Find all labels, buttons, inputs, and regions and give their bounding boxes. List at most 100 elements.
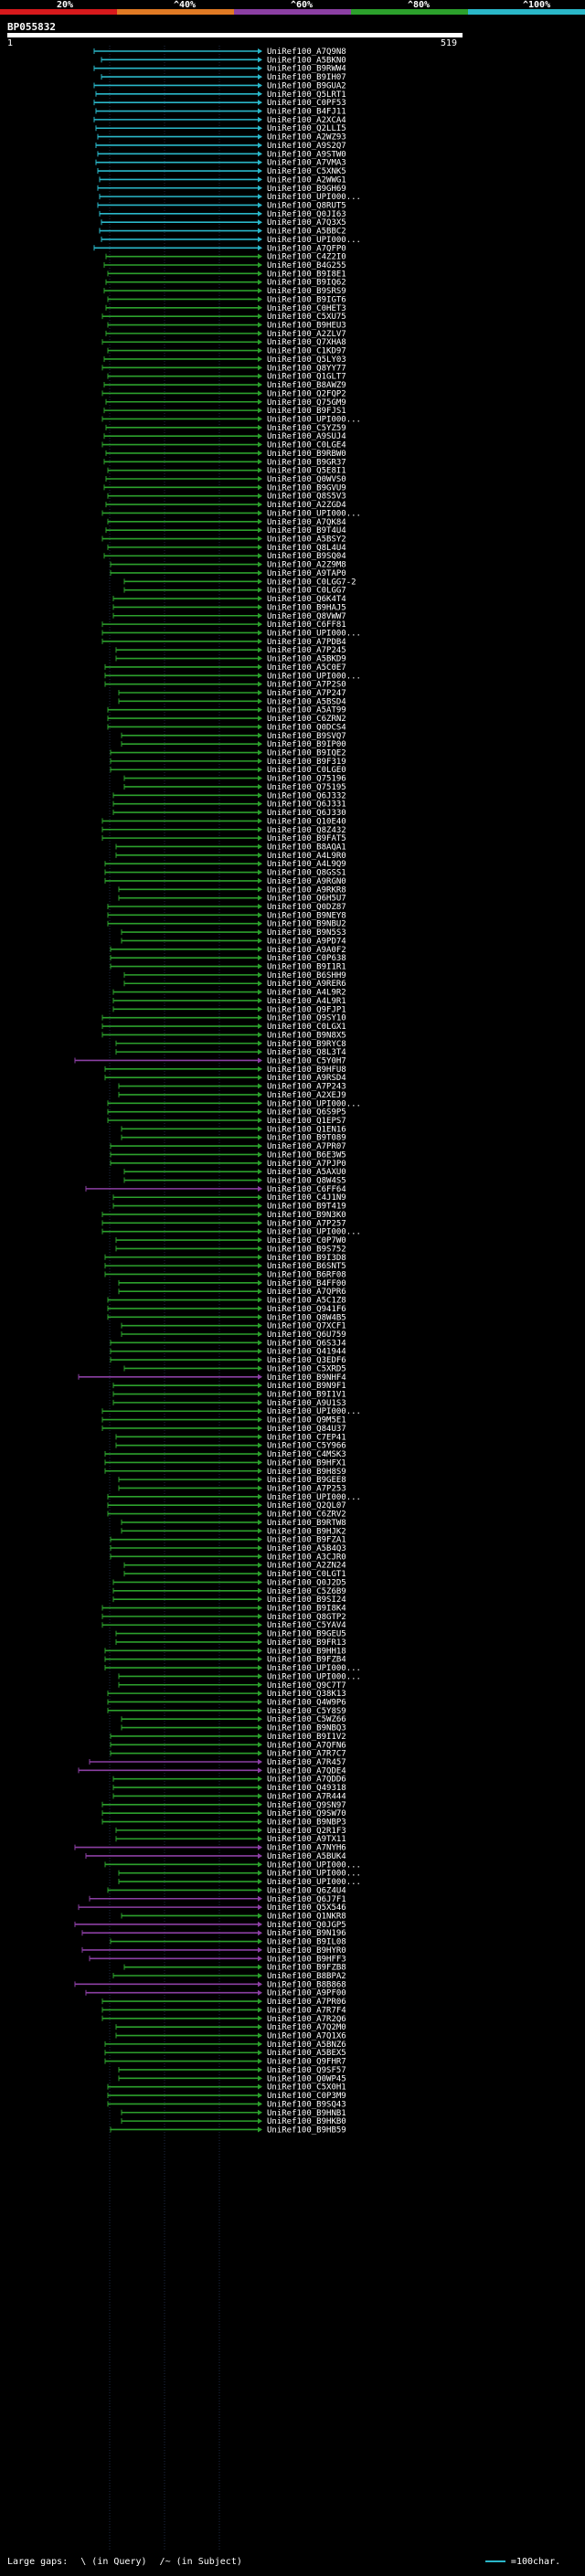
hit-label[interactable]: UniRef100_Q6J330 [267,809,346,818]
hit-row[interactable]: UniRef100_A9STW0 [97,150,346,159]
hit-label[interactable]: UniRef100_A9STW0 [267,150,346,159]
hit-row[interactable]: UniRef100_B6RF08 [104,1270,346,1279]
hit-row[interactable]: UniRef100_A7QPR6 [118,1288,346,1297]
hit-label[interactable]: UniRef100_UPI000... [267,1407,361,1416]
hit-label[interactable]: UniRef100_Q0DZ87 [267,903,346,912]
hit-label[interactable]: UniRef100_Q7XHA8 [267,338,346,347]
hit-label[interactable]: UniRef100_A7P2S0 [267,681,346,690]
hit-row[interactable]: UniRef100_Q5X546 [78,1903,346,1913]
hit-row[interactable]: UniRef100_C5Y0H7 [74,1056,346,1065]
hit-row[interactable]: UniRef100_B9NBU2 [107,920,346,929]
hit-label[interactable]: UniRef100_B9IH07 [267,73,346,82]
hit-label[interactable]: UniRef100_Q41944 [267,1348,346,1357]
hit-label[interactable]: UniRef100_B9FR13 [267,1638,346,1648]
hit-row[interactable]: UniRef100_C0P7W0 [115,1236,346,1246]
hit-row[interactable]: UniRef100_A4L9R2 [112,989,346,998]
hit-row[interactable]: UniRef100_Q6S9P5 [107,1108,346,1118]
hit-label[interactable]: UniRef100_C5WZ66 [267,1715,346,1724]
hit-label[interactable]: UniRef100_A5BBC2 [267,228,346,237]
hit-label[interactable]: UniRef100_B9RBW0 [267,450,346,459]
hit-label[interactable]: UniRef100_Q9FHR7 [267,2058,346,2067]
hit-row[interactable]: UniRef100_A2XEJ9 [118,1091,346,1100]
hit-label[interactable]: UniRef100_A3CJR0 [267,1553,346,1562]
hit-row[interactable]: UniRef100_C0HET3 [105,304,346,313]
hit-row[interactable]: UniRef100_Q8L4U4 [107,544,346,553]
hit-row[interactable]: UniRef100_Q8YY77 [101,364,346,373]
hit-row[interactable]: UniRef100_B9GH69 [97,185,346,194]
hit-row[interactable]: UniRef100_Q0JGP5 [74,1921,346,1930]
hit-row[interactable]: UniRef100_C0P638 [110,954,346,963]
hit-row[interactable]: UniRef100_B9I1V2 [110,1733,346,1742]
hit-row[interactable]: UniRef100_A9RSD4 [104,1074,346,1083]
hit-label[interactable]: UniRef100_UPI000... [267,1664,361,1673]
hit-row[interactable]: UniRef100_C0LGG7-2 [123,578,356,587]
hit-label[interactable]: UniRef100_Q9M5E1 [267,1416,346,1426]
hit-label[interactable]: UniRef100_Q9SY10 [267,1014,346,1023]
hit-row[interactable]: UniRef100_B9SVQ7 [121,732,346,741]
hit-label[interactable]: UniRef100_Q10E40 [267,817,346,826]
hit-row[interactable]: UniRef100_B9I8K4 [101,1605,346,1614]
hit-label[interactable]: UniRef100_A5BSD4 [267,697,346,706]
hit-label[interactable]: UniRef100_Q6K4T4 [267,595,346,604]
hit-label[interactable]: UniRef100_A7P247 [267,689,346,698]
hit-row[interactable]: UniRef100_C6ZRN2 [107,715,346,724]
hit-label[interactable]: UniRef100_Q6U759 [267,1330,346,1340]
hit-row[interactable]: UniRef100_Q0DCS4 [107,723,346,732]
hit-row[interactable]: UniRef100_Q2LLI5 [95,124,346,133]
hit-label[interactable]: UniRef100_A7R7C7 [267,1750,346,1759]
hit-row[interactable]: UniRef100_A2WWG1 [99,175,346,185]
hit-row[interactable]: UniRef100_Q41944 [110,1348,346,1357]
hit-label[interactable]: UniRef100_Q84U37 [267,1425,346,1434]
hit-label[interactable]: UniRef100_B9N9F1 [267,1382,346,1391]
hit-label[interactable]: UniRef100_UPI000... [267,415,361,424]
hit-label[interactable]: UniRef100_A7R444 [267,1792,346,1801]
hit-row[interactable]: UniRef100_UPI000... [118,1672,361,1681]
hit-label[interactable]: UniRef100_Q1EPS7 [267,1117,346,1126]
hit-row[interactable]: UniRef100_A7PDB4 [101,638,346,647]
hit-row[interactable]: UniRef100_A7P245 [115,646,346,655]
hit-row[interactable]: UniRef100_Q8W4B5 [107,1313,346,1322]
hit-row[interactable]: UniRef100_A2ZLV7 [105,330,346,339]
hit-row[interactable]: UniRef100_Q6Z4U4 [107,1886,346,1895]
hit-label[interactable]: UniRef100_B9RWW4 [267,65,346,74]
hit-label[interactable]: UniRef100_C4J1N9 [267,1193,346,1203]
hit-label[interactable]: UniRef100_A2ZN24 [267,1562,346,1571]
hit-row[interactable]: UniRef100_B9N8X5 [101,1031,346,1040]
hit-label[interactable]: UniRef100_B6E3W5 [267,1150,346,1160]
hit-label[interactable]: UniRef100_A7P257 [267,1219,346,1228]
hit-row[interactable]: UniRef100_A2Z9M8 [110,561,346,570]
hit-row[interactable]: UniRef100_A7PR07 [110,1142,346,1151]
hit-label[interactable]: UniRef100_C0LGG7 [267,587,346,596]
hit-row[interactable]: UniRef100_B6E3W5 [110,1150,346,1160]
hit-label[interactable]: UniRef100_B9SQ04 [267,552,346,561]
hit-label[interactable]: UniRef100_B9FAT5 [267,834,346,843]
hit-label[interactable]: UniRef100_B9HH18 [267,1647,346,1656]
hit-label[interactable]: UniRef100_C7EP41 [267,1433,346,1442]
hit-row[interactable]: UniRef100_UPI000... [107,1493,361,1502]
hit-label[interactable]: UniRef100_B9I1V2 [267,1733,346,1742]
hit-label[interactable]: UniRef100_A9PD74 [267,937,346,946]
hit-label[interactable]: UniRef100_A7VMA3 [267,159,346,168]
hit-label[interactable]: UniRef100_A7R2Q6 [267,2015,346,2024]
hit-label[interactable]: UniRef100_A2WZ93 [267,133,346,143]
hit-row[interactable]: UniRef100_A7P253 [118,1484,346,1493]
hit-row[interactable]: UniRef100_Q8S5V3 [107,493,346,502]
hit-label[interactable]: UniRef100_B9N3K0 [267,1211,346,1220]
hit-label[interactable]: UniRef100_C5Y8S9 [267,1707,346,1716]
hit-row[interactable]: UniRef100_B9RWW4 [93,65,346,74]
hit-label[interactable]: UniRef100_B9I8K4 [267,1605,346,1614]
hit-row[interactable]: UniRef100_Q1EN16 [121,1125,346,1134]
hit-row[interactable]: UniRef100_Q4W9P6 [107,1698,346,1707]
hit-label[interactable]: UniRef100_B4FF00 [267,1279,346,1288]
hit-label[interactable]: UniRef100_Q8S5V3 [267,493,346,502]
hit-row[interactable]: UniRef100_C5XNK5 [97,167,346,176]
hit-row[interactable]: UniRef100_A5C1Z8 [107,1297,346,1306]
hit-row[interactable]: UniRef100_B4FJ11 [95,108,346,117]
hit-label[interactable]: UniRef100_B9I8E1 [267,270,346,279]
hit-label[interactable]: UniRef100_C0LGE4 [267,441,346,451]
hit-row[interactable]: UniRef100_A9RKR8 [118,885,346,895]
hit-row[interactable]: UniRef100_B9I3D8 [104,1254,346,1263]
hit-label[interactable]: UniRef100_B9HKB0 [267,2117,346,2126]
hit-row[interactable]: UniRef100_UPI000... [101,1407,361,1416]
hit-label[interactable]: UniRef100_B4FJ11 [267,108,346,117]
